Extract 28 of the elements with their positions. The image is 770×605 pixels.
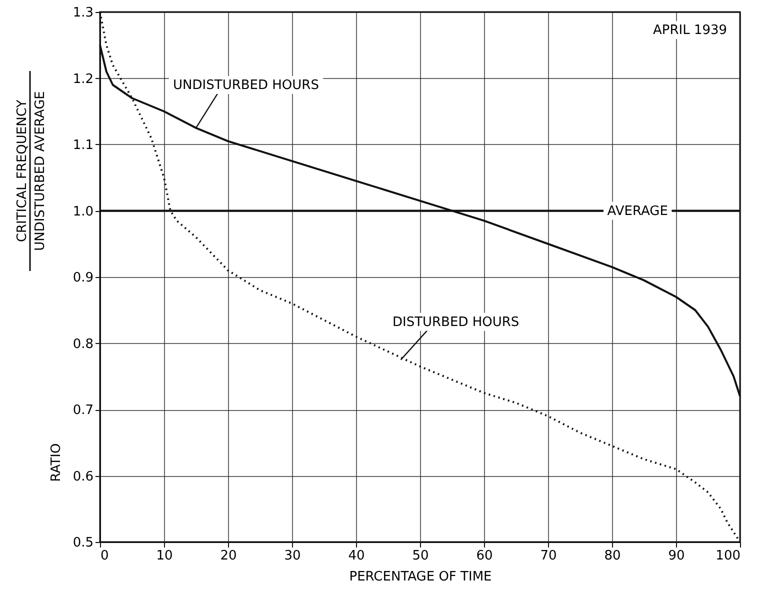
annotation: UNDISTURBED HOURS [173, 78, 319, 93]
x-tick-label: 70 [540, 548, 557, 564]
x-tick-label: 0 [100, 548, 109, 564]
y-tick-label: 1.2 [72, 72, 94, 87]
annotation: DISTURBED HOURS [392, 314, 520, 330]
ref-line-label: AVERAGE [607, 204, 668, 219]
x-tick-label: 80 [604, 548, 621, 564]
annotation: APRIL 1939 [652, 23, 728, 38]
y-axis-title: RATIO [48, 443, 64, 482]
y-tick-label: 1.1 [72, 138, 94, 153]
y-tick-label: 0.8 [72, 336, 94, 352]
x-tick-label: 50 [412, 548, 429, 564]
text: UNDISTURBED AVERAGE [33, 91, 48, 251]
x-tick-label: 30 [284, 548, 301, 564]
x-tick-label: 40 [348, 548, 365, 564]
y-tick-label: 1.3 [72, 6, 94, 20]
x-axis-title: PERCENTAGE OF TIME [349, 570, 492, 584]
y-tick-label: 1.0 [72, 204, 94, 220]
x-tick-label: 90 [668, 548, 685, 564]
y-tick-label: 0.6 [72, 469, 94, 484]
text: CRITICAL FREQUENCY [15, 100, 30, 242]
y-tick-label: 0.7 [72, 403, 94, 418]
y-tick-label: 0.9 [72, 270, 94, 286]
x-tick-label: 20 [220, 548, 237, 564]
y-tick-label: 0.5 [72, 536, 94, 550]
x-tick-label: 100 [716, 548, 740, 564]
x-tick-label: 10 [156, 548, 173, 564]
x-tick-label: 60 [476, 548, 493, 564]
